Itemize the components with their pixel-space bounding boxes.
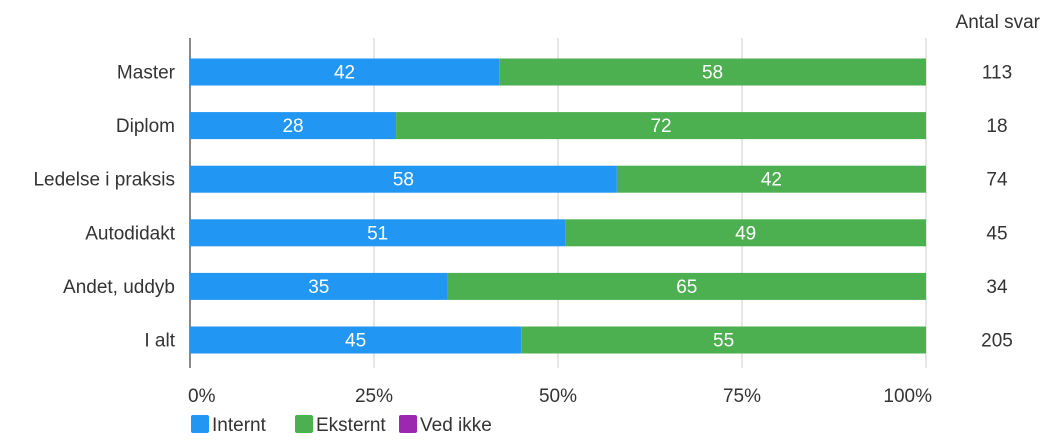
bar-segment — [190, 219, 566, 247]
answer-count-value: 205 — [981, 331, 1013, 352]
answer-count-value: 45 — [986, 223, 1007, 244]
bar-segment — [190, 272, 448, 300]
category-label: Autodidakt — [85, 223, 176, 244]
bar-value-label: 42 — [334, 63, 355, 84]
x-axis-ticks: 0% 25% 50% 75% 100% — [188, 386, 932, 407]
bar-segment — [190, 326, 522, 354]
x-tick-label: 100% — [883, 386, 932, 407]
bar-value-label: 35 — [308, 277, 329, 298]
bars: 42 58 28 72 58 42 51 49 35 65 45 55 — [190, 58, 927, 354]
answer-count-value: 18 — [986, 116, 1007, 137]
x-tick-label: 0% — [188, 386, 216, 407]
bar-value-label: 42 — [761, 170, 782, 191]
bar-value-label: 55 — [713, 331, 734, 352]
bar-value-label: 58 — [393, 170, 414, 191]
bar-value-label: 51 — [367, 223, 388, 244]
bar-segment — [521, 326, 926, 354]
answer-count-column: Antal svar 113 18 74 45 34 205 — [956, 12, 1041, 352]
legend-label: Eksternt — [316, 415, 386, 436]
bar-segment — [190, 112, 397, 140]
answer-count-value: 74 — [986, 170, 1008, 191]
bar-segment — [616, 165, 926, 193]
category-label: Diplom — [116, 116, 175, 137]
legend-label: Ved ikke — [420, 415, 492, 436]
bar-segment — [190, 58, 500, 86]
category-label: Master — [117, 63, 176, 84]
bar-value-label: 49 — [735, 223, 756, 244]
bar-segment — [565, 219, 926, 247]
category-label: I alt — [144, 331, 175, 352]
x-tick-label: 50% — [539, 386, 577, 407]
legend-label: Internt — [212, 415, 267, 436]
legend-swatch — [295, 415, 313, 433]
legend-swatch — [191, 415, 209, 433]
legend: Internt Eksternt Ved ikke — [191, 415, 492, 436]
answer-count-header: Antal svar — [956, 12, 1041, 33]
category-label: Ledelse i praksis — [33, 170, 175, 191]
bar-segment — [396, 112, 927, 140]
x-tick-label: 25% — [355, 386, 393, 407]
bar-value-label: 58 — [702, 63, 723, 84]
bar-segment — [447, 272, 926, 300]
bar-segment — [499, 58, 926, 86]
bar-segment — [190, 165, 617, 193]
category-label: Andet, uddyb — [63, 277, 175, 298]
bar-value-label: 65 — [676, 277, 697, 298]
bar-value-label: 72 — [650, 116, 671, 137]
bar-value-label: 45 — [345, 331, 366, 352]
gridlines — [189, 38, 927, 368]
answer-count-value: 113 — [982, 63, 1012, 84]
answer-count-value: 34 — [986, 277, 1008, 298]
legend-swatch — [399, 415, 417, 433]
bar-value-label: 28 — [282, 116, 303, 137]
category-labels: Master Diplom Ledelse i praksis Autodidakt A… — [33, 63, 175, 352]
x-tick-label: 75% — [723, 386, 761, 407]
